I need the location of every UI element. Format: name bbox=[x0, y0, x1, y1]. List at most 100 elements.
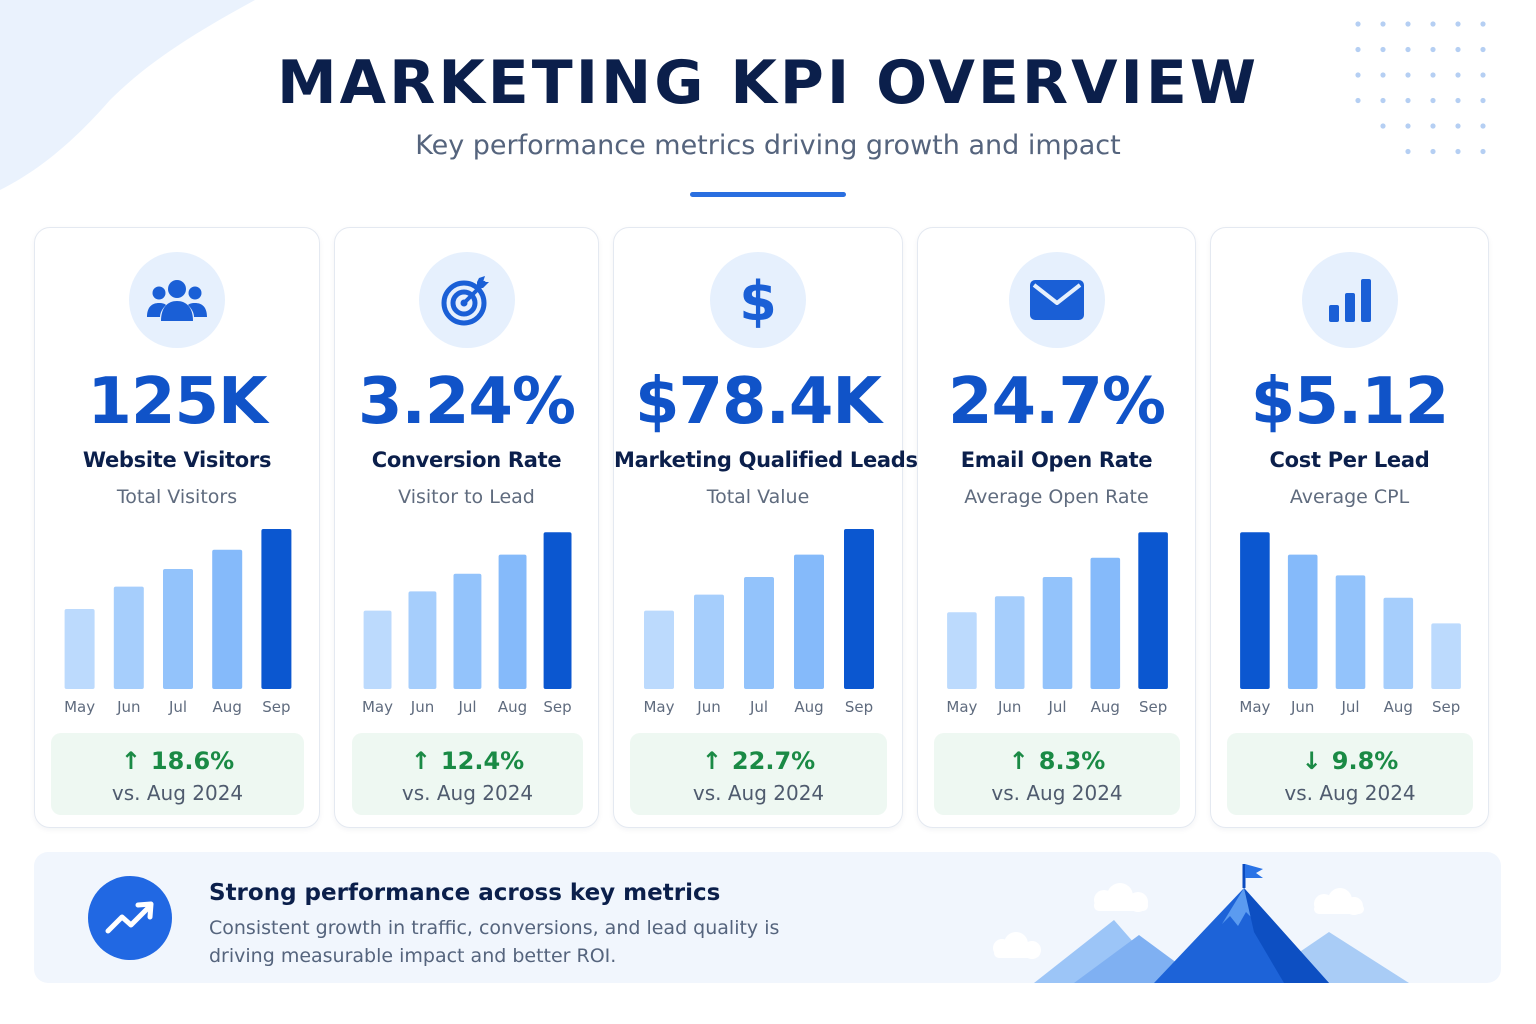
decor-dot bbox=[1405, 97, 1411, 104]
bar-jul bbox=[744, 577, 774, 689]
trend-up-icon bbox=[88, 876, 172, 960]
bar-jun bbox=[408, 591, 437, 689]
kpi-description: Average CPL bbox=[1289, 486, 1410, 508]
x-tick-label: Aug bbox=[794, 698, 823, 716]
svg-text:$: $ bbox=[739, 270, 777, 330]
delta-value: 22.7% bbox=[731, 747, 816, 775]
bar-jun bbox=[694, 594, 724, 689]
decor-dot bbox=[1355, 72, 1361, 78]
decor-dot bbox=[1430, 148, 1436, 155]
bar-jun bbox=[994, 596, 1025, 689]
decor-dot bbox=[1480, 123, 1486, 129]
decor-dot bbox=[1480, 21, 1486, 27]
envelope-icon bbox=[1008, 252, 1105, 348]
background-blob bbox=[0, 0, 255, 190]
decor-dot bbox=[1405, 72, 1411, 78]
banner-title: Strong performance across key metrics bbox=[209, 880, 721, 906]
arrow-down-icon: ↓ bbox=[1301, 747, 1322, 775]
kpi-name: Cost Per Lead bbox=[1269, 448, 1430, 472]
bar-sep bbox=[543, 532, 572, 689]
decor-dot bbox=[1380, 97, 1386, 104]
x-tick-label: Sep bbox=[1139, 698, 1167, 716]
kpi-bar-chart: May Jun Jul Aug Sep bbox=[946, 532, 1168, 716]
delta-box: ↑ 18.6% vs. Aug 2024 bbox=[51, 733, 304, 815]
arrow-up-icon: ↑ bbox=[1008, 747, 1029, 775]
delta-comparison: vs. Aug 2024 bbox=[991, 781, 1123, 805]
target-icon bbox=[418, 252, 515, 348]
decor-dot bbox=[1480, 72, 1486, 78]
bar-may bbox=[644, 610, 674, 689]
x-tick-label: Jun bbox=[116, 698, 140, 716]
x-tick-label: Jul bbox=[749, 698, 768, 716]
bar-jul bbox=[1335, 575, 1366, 689]
bar-sep bbox=[1138, 532, 1168, 689]
bar-jul bbox=[163, 569, 193, 689]
delta-box: ↓ 9.8% vs. Aug 2024 bbox=[1227, 733, 1473, 815]
delta-box: ↑ 12.4% vs. Aug 2024 bbox=[352, 733, 583, 815]
delta-comparison: vs. Aug 2024 bbox=[692, 781, 825, 805]
bar-sep bbox=[1431, 623, 1461, 689]
kpi-description: Visitor to Lead bbox=[398, 486, 535, 508]
kpi-name: Email Open Rate bbox=[960, 448, 1153, 472]
x-tick-label: Jul bbox=[1047, 698, 1066, 716]
decor-dot bbox=[1380, 72, 1386, 78]
decor-dot bbox=[1430, 97, 1436, 104]
bar-jul bbox=[1042, 577, 1073, 689]
x-tick-label: Jun bbox=[696, 698, 720, 716]
decor-dot bbox=[1380, 123, 1386, 129]
decor-dot bbox=[1455, 148, 1461, 155]
header: MARKETING KPI OVERVIEW Key performance m… bbox=[0, 48, 1536, 164]
x-tick-label: May bbox=[64, 698, 95, 716]
delta-comparison: vs. Aug 2024 bbox=[1284, 781, 1416, 805]
x-tick-label: Sep bbox=[262, 698, 290, 716]
kpi-bar-chart: May Jun Jul Aug Sep bbox=[643, 529, 874, 716]
bar-sep bbox=[261, 529, 292, 689]
mountain-flag-illustration bbox=[993, 864, 1409, 983]
x-tick-label: Sep bbox=[1432, 698, 1460, 716]
decor-dot bbox=[1455, 72, 1461, 78]
kpi-card-cost-per-lead: $5.12 Cost Per Lead Average CPL May Jun Ju… bbox=[1210, 227, 1489, 828]
delta-value: 8.3% bbox=[1038, 747, 1106, 775]
arrow-up-icon: ↑ bbox=[120, 747, 141, 775]
x-tick-label: Jun bbox=[410, 698, 434, 716]
decor-dot bbox=[1455, 97, 1461, 104]
kpi-name: Marketing Qualified Leads bbox=[614, 448, 918, 472]
arrow-up-icon: ↑ bbox=[410, 747, 431, 775]
x-tick-label: Jul bbox=[168, 698, 187, 716]
decor-dot bbox=[1355, 21, 1361, 27]
decor-dot bbox=[1480, 46, 1486, 53]
title-underline bbox=[690, 192, 846, 197]
kpi-value: $78.4K bbox=[634, 365, 882, 439]
x-tick-label: Aug bbox=[498, 698, 527, 716]
kpi-card-website-visitors: 125K Website Visitors Total Visitors May… bbox=[34, 227, 320, 828]
kpi-card-marketing-qualified-leads: $ $78.4K Marketing Qualified Leads Total… bbox=[613, 227, 918, 828]
bar-may bbox=[64, 609, 95, 689]
decor-dot bbox=[1405, 123, 1411, 129]
x-tick-label: Jun bbox=[1290, 698, 1314, 716]
decor-dot bbox=[1355, 46, 1361, 53]
decor-dot bbox=[1380, 46, 1386, 53]
decor-dot bbox=[1405, 21, 1411, 27]
banner-text: Consistent growth in traffic, conversion… bbox=[209, 917, 780, 967]
bar-may bbox=[1240, 532, 1270, 689]
delta-comparison: vs. Aug 2024 bbox=[111, 781, 244, 805]
decor-dot bbox=[1480, 97, 1486, 104]
bar-may bbox=[947, 612, 977, 689]
kpi-name: Conversion Rate bbox=[371, 448, 562, 472]
kpi-description: Average Open Rate bbox=[964, 486, 1149, 508]
decor-dot bbox=[1480, 148, 1486, 155]
kpi-bar-chart: May Jun Jul Aug Sep bbox=[362, 532, 572, 716]
bar-aug bbox=[1090, 557, 1121, 689]
kpi-description: Total Visitors bbox=[116, 486, 238, 508]
x-tick-label: Aug bbox=[1384, 698, 1413, 716]
delta-value: 18.6% bbox=[150, 747, 235, 775]
kpi-value: 3.24% bbox=[357, 365, 576, 439]
kpi-value: $5.12 bbox=[1250, 365, 1449, 439]
decor-dot bbox=[1380, 21, 1386, 27]
kpi-card-email-open-rate: 24.7% Email Open Rate Average Open Rate … bbox=[917, 227, 1196, 828]
x-tick-label: May bbox=[362, 698, 393, 716]
x-tick-label: Aug bbox=[1091, 698, 1120, 716]
x-tick-label: Sep bbox=[845, 698, 873, 716]
bar-jun bbox=[113, 586, 144, 689]
bar-aug bbox=[498, 554, 527, 689]
